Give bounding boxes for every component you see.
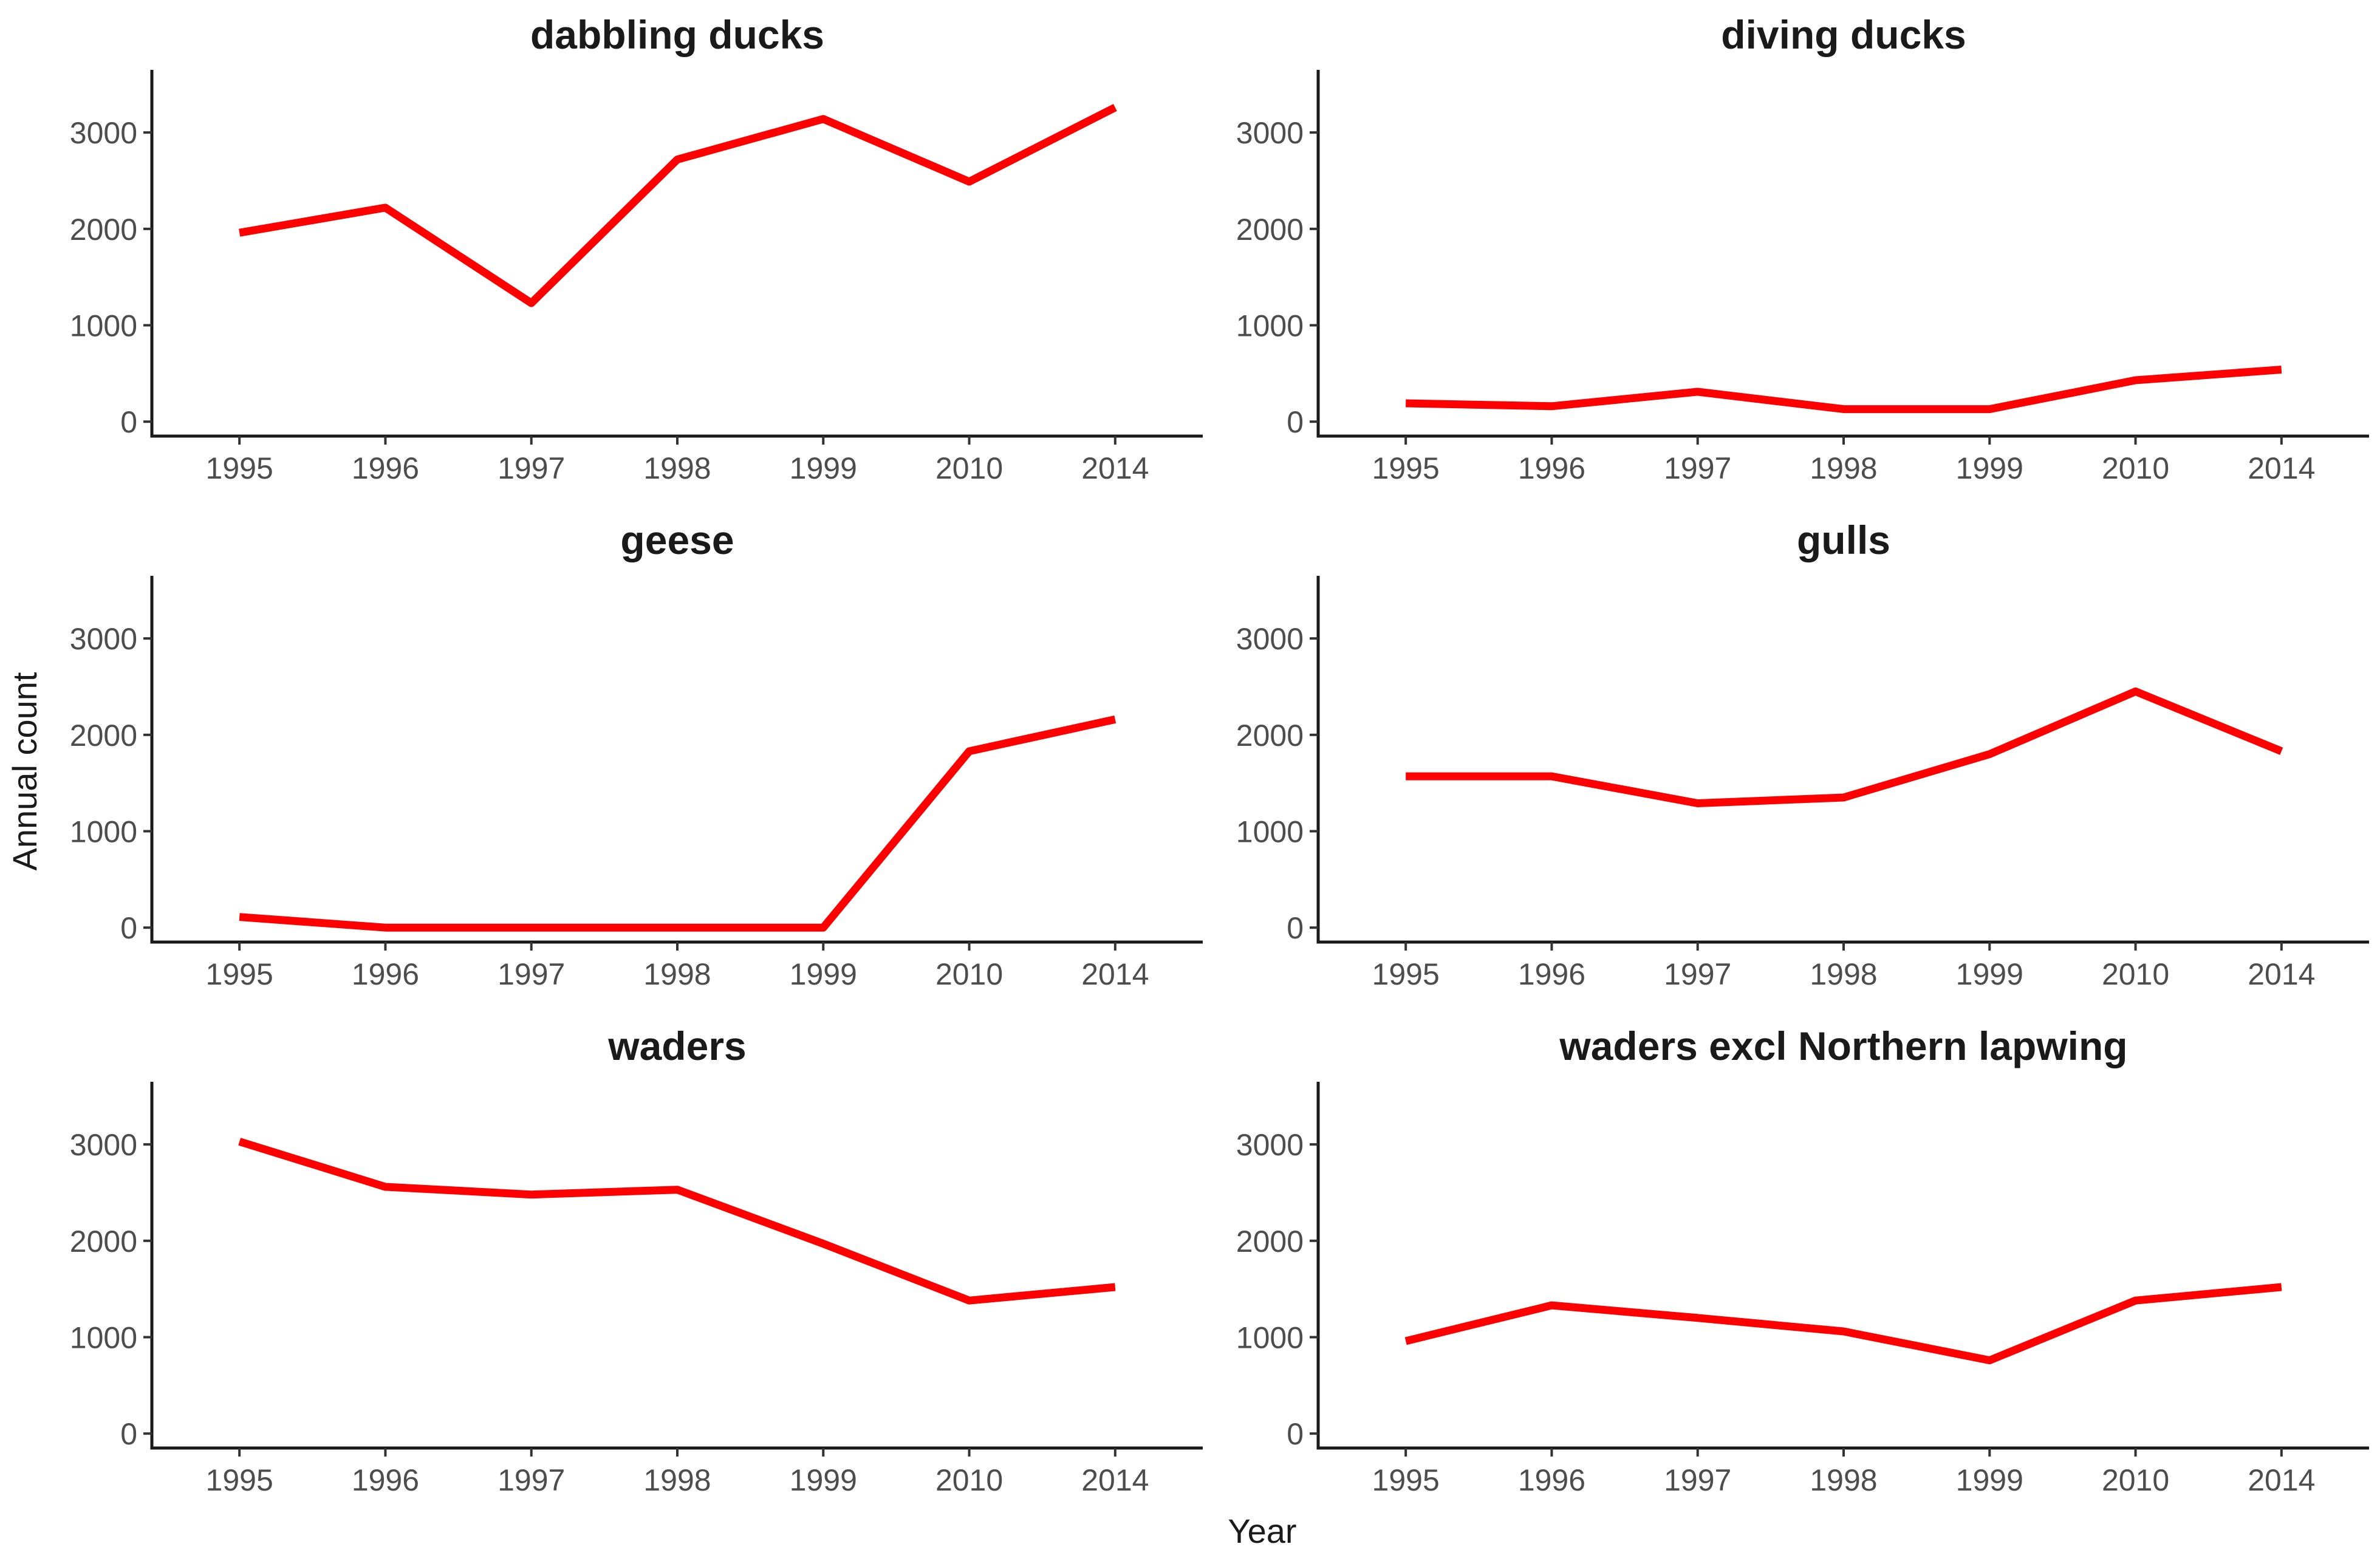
y-tick-label: 2000 <box>1236 1225 1304 1259</box>
x-tick-label: 1995 <box>1372 451 1440 485</box>
x-tick-label: 1997 <box>1664 957 1731 991</box>
x-tick-label: 2010 <box>935 957 1003 991</box>
x-tick-label: 1995 <box>206 957 273 991</box>
y-tick-label: 1000 <box>70 309 137 343</box>
y-tick-label: 2000 <box>70 719 137 753</box>
y-tick-label: 1000 <box>1236 309 1304 343</box>
x-tick-label: 1996 <box>352 957 419 991</box>
y-tick-label: 0 <box>1287 1417 1304 1451</box>
series-line <box>1406 687 2283 807</box>
chart-panels: dabbling ducks 0 1000 2000 3000 1995 1996 1997 1… <box>70 12 2369 1497</box>
x-tick-label: 2010 <box>935 451 1003 485</box>
x-tick-label: 2014 <box>2248 451 2315 485</box>
x-tick-label: 1996 <box>1518 1463 1585 1497</box>
x-tick-label: 1998 <box>1810 451 1877 485</box>
x-tick-label: 2014 <box>2248 1463 2315 1497</box>
x-tick-label: 2014 <box>1081 451 1149 485</box>
y-tick-label: 2000 <box>70 213 137 247</box>
y-tick-label: 3000 <box>1236 116 1304 150</box>
x-tick-label: 2014 <box>1081 957 1149 991</box>
panel-4: gulls 0 1000 2000 3000 1995 1996 1997 1998 1999 20… <box>1236 517 2369 991</box>
x-tick-label: 2010 <box>935 1463 1003 1497</box>
x-tick-label: 1997 <box>1664 451 1731 485</box>
x-tick-label: 1996 <box>1518 957 1585 991</box>
x-axis-title: Year <box>1228 1512 1296 1550</box>
x-tick-label: 1999 <box>790 1463 857 1497</box>
x-tick-label: 1996 <box>352 1463 419 1497</box>
x-tick-label: 1999 <box>1956 1463 2023 1497</box>
y-axis-title: Annual count <box>5 672 44 870</box>
series-line <box>239 104 1117 307</box>
panel-3: geese 0 1000 2000 3000 1995 1996 1997 1998 1999 20… <box>70 517 1203 991</box>
series-line <box>238 1138 1116 1305</box>
y-tick-label: 3000 <box>1236 622 1304 656</box>
x-tick-label: 1998 <box>643 1463 711 1497</box>
x-tick-label: 1995 <box>1372 957 1440 991</box>
x-tick-label: 1996 <box>1518 451 1585 485</box>
x-tick-label: 1999 <box>1956 957 2023 991</box>
y-tick-label: 3000 <box>1236 1128 1304 1162</box>
y-tick-label: 1000 <box>70 815 137 849</box>
y-tick-label: 1000 <box>1236 815 1304 849</box>
y-tick-label: 2000 <box>1236 213 1304 247</box>
series-line <box>1404 1283 2282 1365</box>
panel-title: geese <box>620 517 734 562</box>
y-tick-label: 1000 <box>70 1321 137 1355</box>
x-tick-label: 1999 <box>1956 451 2023 485</box>
panel-title: waders excl Northern lapwing <box>1559 1023 2127 1068</box>
y-tick-label: 3000 <box>70 116 137 150</box>
y-tick-label: 0 <box>120 911 137 945</box>
x-tick-label: 1997 <box>498 1463 565 1497</box>
x-tick-label: 1997 <box>498 451 565 485</box>
x-tick-label: 1997 <box>498 957 565 991</box>
y-tick-label: 3000 <box>70 1128 137 1162</box>
x-tick-label: 1995 <box>206 1463 273 1497</box>
panel-title: diving ducks <box>1721 12 1966 57</box>
x-tick-label: 2014 <box>1081 1463 1149 1497</box>
x-tick-label: 1998 <box>643 957 711 991</box>
y-tick-label: 3000 <box>70 622 137 656</box>
y-tick-label: 0 <box>120 405 137 439</box>
y-tick-label: 0 <box>1287 405 1304 439</box>
y-tick-label: 2000 <box>1236 719 1304 753</box>
x-tick-label: 2014 <box>2248 957 2315 991</box>
x-tick-label: 1998 <box>643 451 711 485</box>
panel-title: waders <box>607 1023 746 1068</box>
y-tick-label: 1000 <box>1236 1321 1304 1355</box>
x-tick-label: 2010 <box>2102 451 2169 485</box>
x-tick-label: 1998 <box>1810 1463 1877 1497</box>
x-tick-label: 2010 <box>2102 957 2169 991</box>
x-tick-label: 1999 <box>790 451 857 485</box>
panel-6: waders excl Northern lapwing 0 1000 2000 300… <box>1236 1023 2369 1497</box>
panel-title: gulls <box>1797 517 1890 562</box>
y-tick-label: 0 <box>120 1417 137 1451</box>
y-tick-label: 2000 <box>70 1225 137 1259</box>
y-tick-label: 0 <box>1287 911 1304 945</box>
x-tick-label: 1997 <box>1664 1463 1731 1497</box>
panel-5: waders 0 1000 2000 3000 1995 1996 1997 1998 1999 2… <box>70 1023 1203 1497</box>
series-line <box>239 716 1116 932</box>
panel-title: dabbling ducks <box>530 12 824 57</box>
series-line <box>1406 366 2282 414</box>
x-tick-label: 1995 <box>206 451 273 485</box>
x-tick-label: 2010 <box>2102 1463 2169 1497</box>
x-tick-label: 1998 <box>1810 957 1877 991</box>
x-tick-label: 1996 <box>352 451 419 485</box>
x-tick-label: 1999 <box>790 957 857 991</box>
panel-1: dabbling ducks 0 1000 2000 3000 1995 1996 1997 1… <box>70 12 1203 485</box>
panel-2: diving ducks 0 1000 2000 3000 1995 1996 1997 199… <box>1236 12 2369 485</box>
x-tick-label: 1995 <box>1372 1463 1440 1497</box>
